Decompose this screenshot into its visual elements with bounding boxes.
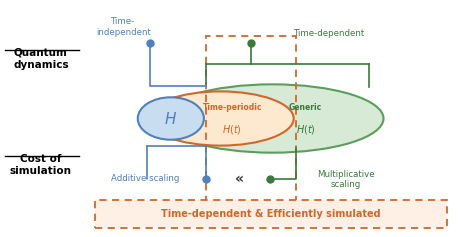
Text: Generic: Generic: [289, 103, 322, 112]
FancyBboxPatch shape: [95, 200, 447, 228]
Text: $H(t)$: $H(t)$: [222, 123, 242, 136]
Text: $H(t)$: $H(t)$: [296, 123, 316, 136]
Ellipse shape: [138, 97, 204, 140]
Text: Additive scaling: Additive scaling: [110, 174, 179, 183]
Text: Cost of
simulation: Cost of simulation: [10, 154, 72, 176]
Text: $H$: $H$: [164, 110, 177, 127]
Ellipse shape: [161, 84, 383, 153]
Text: Time-periodic: Time-periodic: [202, 103, 262, 112]
Text: Time-dependent: Time-dependent: [293, 29, 365, 38]
Text: Quantum
dynamics: Quantum dynamics: [13, 48, 69, 70]
Text: Time-
independent: Time- independent: [96, 17, 151, 36]
Text: Multiplicative
scaling: Multiplicative scaling: [317, 170, 374, 189]
Text: Time-dependent & Efficiently simulated: Time-dependent & Efficiently simulated: [162, 209, 381, 219]
Text: «: «: [235, 172, 244, 186]
Ellipse shape: [147, 91, 294, 146]
